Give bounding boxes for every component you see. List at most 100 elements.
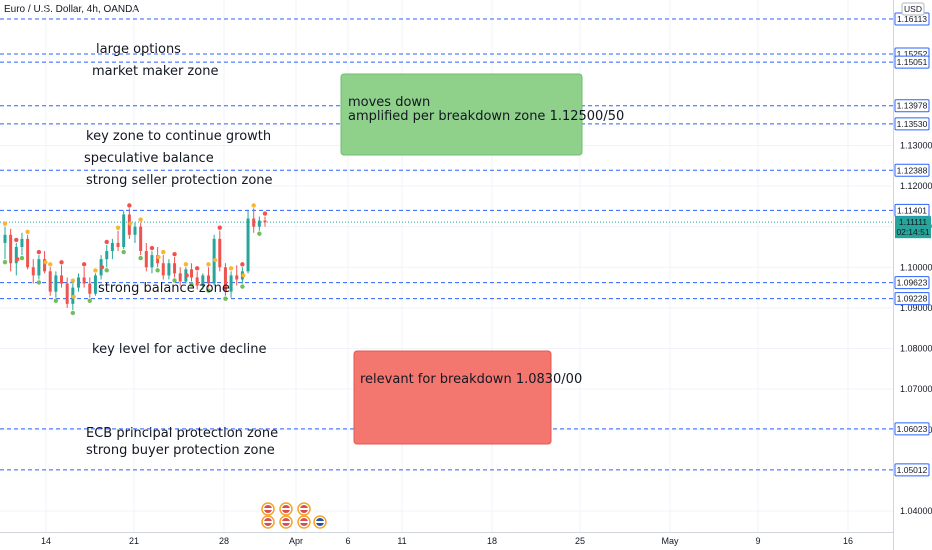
candle-body <box>156 255 160 264</box>
rectangle-box[interactable] <box>353 350 552 445</box>
text-annotation[interactable]: large options <box>96 42 181 57</box>
date-tick-label: Apr <box>289 536 303 546</box>
indicator-dot-high <box>127 203 132 208</box>
candle-body <box>122 214 126 247</box>
price-tick-label: 1.10000 <box>900 262 932 272</box>
candle-body <box>139 226 143 252</box>
candle-body <box>173 263 177 274</box>
text-annotation[interactable]: strong seller protection zone <box>86 173 273 188</box>
indicator-dot-low <box>104 268 109 273</box>
candle-body <box>223 267 227 292</box>
indicator-dot-high <box>59 260 64 265</box>
indicator-dot-low <box>70 310 76 316</box>
candles <box>3 208 267 310</box>
candle-body <box>43 259 47 272</box>
text-annotation[interactable]: key zone to continue growth <box>86 129 271 144</box>
economic-events[interactable] <box>261 502 327 529</box>
indicator-dot-high <box>251 203 256 208</box>
candle-body <box>150 255 154 268</box>
candle-body <box>48 271 52 292</box>
indicator-dot-high <box>149 245 155 251</box>
indicator-dot-low <box>121 249 126 255</box>
time-axis[interactable]: 14 21 28 Apr 6 11 18 25 May 9 16 <box>0 532 893 547</box>
candle-body <box>76 277 80 288</box>
box-text: moves down <box>348 95 430 110</box>
currency-tag-bg[interactable] <box>901 2 925 16</box>
indicator-dot-high <box>172 251 177 257</box>
event-flag-stripe <box>282 521 290 523</box>
candle-body <box>9 234 13 264</box>
candle-body <box>229 275 233 292</box>
indicator-dot-low <box>189 282 194 287</box>
indicator-dot-low <box>138 255 143 261</box>
indicator-dot-high <box>262 211 268 216</box>
level-price-label: 1.15051 <box>897 57 928 67</box>
level-price-label-bg <box>894 117 930 131</box>
candle-body <box>60 275 64 284</box>
text-annotation[interactable]: speculative balance <box>84 151 214 166</box>
indicator-dot-high <box>240 262 245 267</box>
indicator-dot-high <box>194 266 200 271</box>
level-price-label: 1.15252 <box>897 49 928 59</box>
level-price-label: 1.09623 <box>897 278 928 288</box>
indicator-dot-low <box>19 255 25 261</box>
candle-body <box>37 259 41 276</box>
text-annotation[interactable]: strong balance zone <box>98 281 230 296</box>
indicator-dot-low <box>257 231 262 236</box>
text-annotation[interactable]: key level for active decline <box>92 342 266 357</box>
level-price-label: 1.11401 <box>897 205 927 215</box>
text-annotations[interactable]: large options market maker zone key zone t… <box>84 42 278 458</box>
current-price-label: 1.11111 <box>899 217 927 227</box>
price-tick-label: 1.04000 <box>900 506 932 516</box>
indicator-dot-high <box>2 221 8 226</box>
rectangle-box[interactable] <box>340 73 583 156</box>
date-tick-label: 18 <box>487 536 497 546</box>
indicator-dot-mid <box>100 265 105 270</box>
level-price-label-bg <box>894 99 930 113</box>
date-tick-label: 21 <box>129 536 139 546</box>
text-annotation[interactable]: ECB principal protection zone <box>86 426 278 441</box>
text-annotation[interactable]: market maker zone <box>92 64 218 79</box>
indicator-dot-low <box>223 296 228 301</box>
price-tick-label: 1.09000 <box>900 303 932 313</box>
candle-body <box>178 273 182 282</box>
candle-body <box>252 218 256 227</box>
horizontal-levels[interactable] <box>0 18 893 471</box>
event-flag-stripe <box>264 508 272 510</box>
candle-body <box>144 251 148 268</box>
level-price-label: 1.13978 <box>897 101 928 111</box>
current-price-label-bg <box>895 216 931 239</box>
candle-body <box>65 283 69 304</box>
level-price-label-bg <box>894 292 930 306</box>
indicator-dot-mid <box>128 221 133 226</box>
text-annotation[interactable]: strong buyer protection zone <box>86 443 275 458</box>
indicator-dot-low <box>240 284 245 289</box>
level-price-label-bg <box>894 463 930 477</box>
box-text: relevant for breakdown 1.0830/00 <box>360 372 582 387</box>
indicator-dot-low <box>172 278 177 283</box>
price-tick-label: 1.12000 <box>900 181 932 191</box>
price-axis[interactable]: 1.130001.120001.110001.100001.090001.080… <box>893 0 932 550</box>
date-tick-label: 9 <box>755 536 760 546</box>
date-tick-label: 25 <box>575 536 585 546</box>
price-axis-bg <box>893 0 932 550</box>
grid <box>0 0 893 532</box>
indicator-dot-high <box>48 262 53 267</box>
indicator-dot-low <box>206 288 211 293</box>
candle-body <box>116 242 120 247</box>
chart-header: Euro / U.S. Dollar, 4h, OANDA <box>4 4 139 15</box>
candle-body <box>161 263 165 276</box>
date-tick-label: May <box>661 536 679 546</box>
bar-countdown: 02:14:51 <box>896 227 929 237</box>
candle-body <box>246 218 250 272</box>
price-tick-label: 1.08000 <box>900 344 932 354</box>
date-tick-label: 16 <box>843 536 853 546</box>
indicator-dot-high <box>138 217 143 222</box>
indicator-dot-mid <box>241 273 246 278</box>
date-tick-label: 28 <box>219 536 229 546</box>
price-tick-label: 1.13000 <box>900 140 932 150</box>
level-price-label: 1.13530 <box>897 119 928 129</box>
candle-body <box>201 275 205 286</box>
